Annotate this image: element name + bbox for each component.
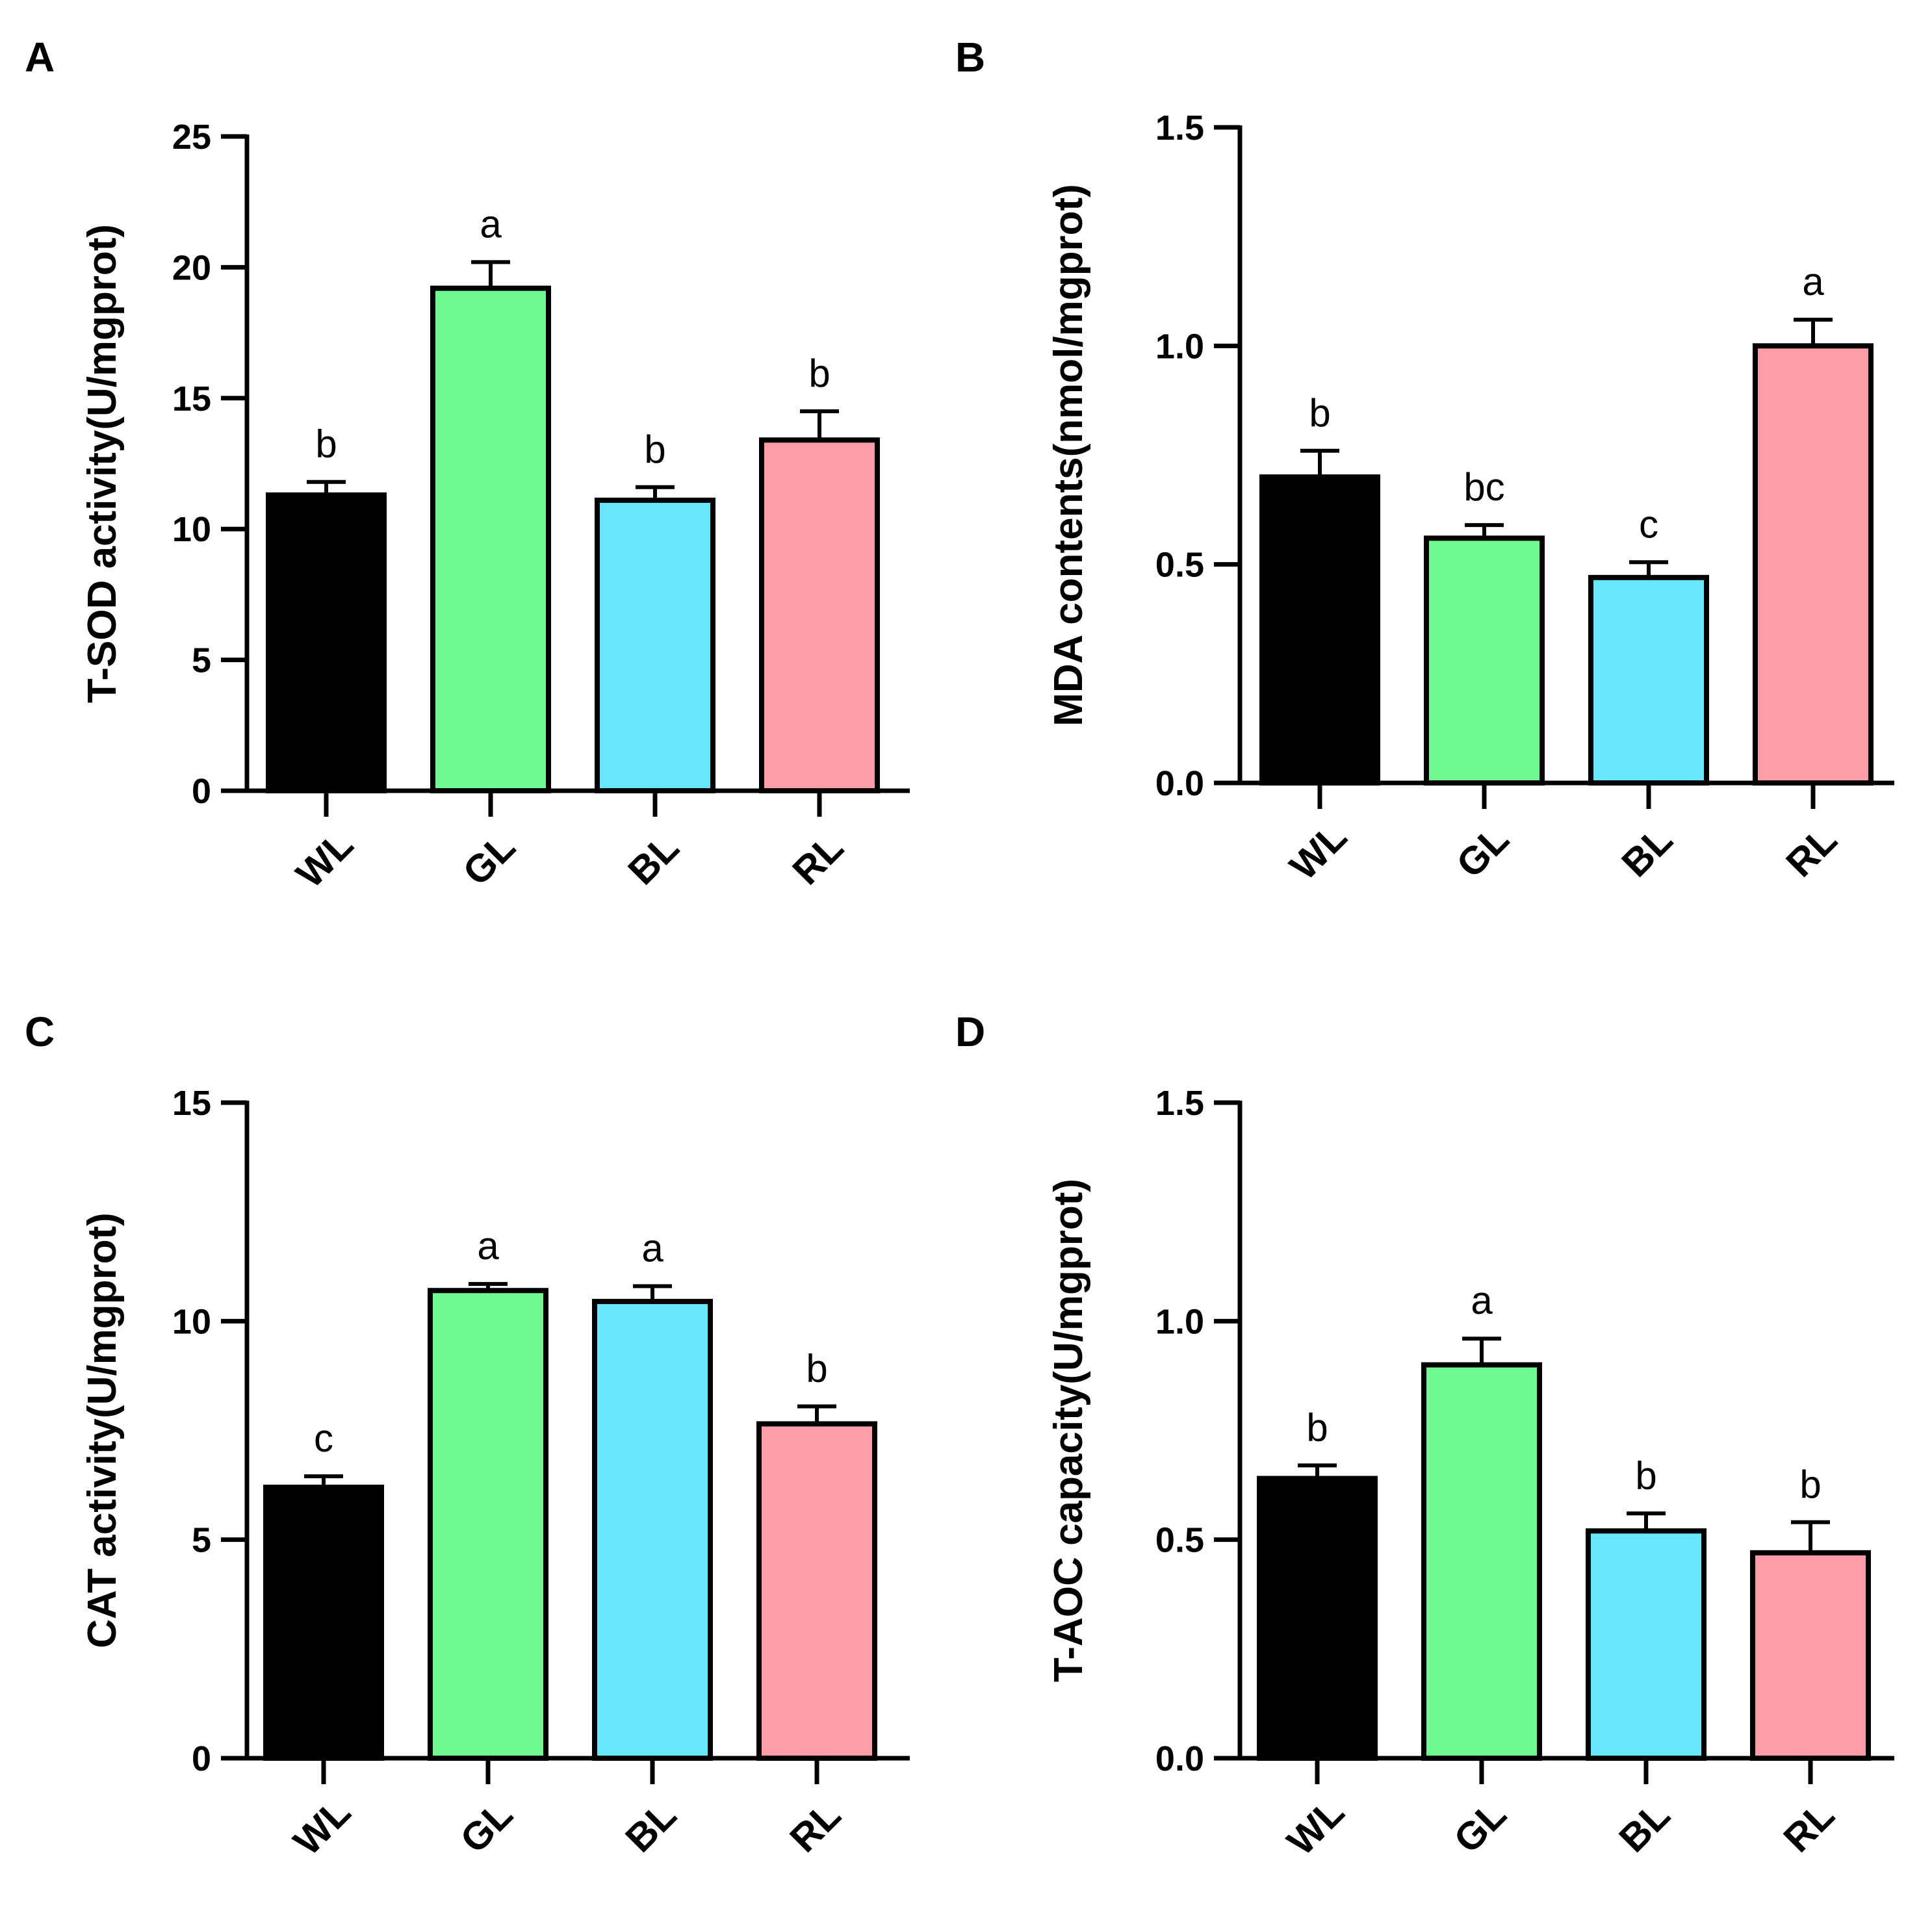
x-tick-label: GL xyxy=(454,825,523,893)
chart-panel-b: B 0.0 0.5 1.0 1.5 MDA contents(nmol/mgprot) WL… xyxy=(955,34,1894,888)
significance-label: a xyxy=(480,202,502,246)
x-tick-label: WL xyxy=(1279,1790,1352,1863)
y-tick-label: 15 xyxy=(172,1084,211,1123)
y-axis-label: CAT activity(U/mgprot) xyxy=(80,1212,125,1648)
panel-letter: A xyxy=(25,34,55,81)
y-tick-label: 0.5 xyxy=(1155,546,1204,585)
y-tick-label: 1.5 xyxy=(1155,109,1204,147)
significance-label: c xyxy=(314,1416,333,1460)
significance-label: a xyxy=(1471,1279,1493,1322)
significance-label: b xyxy=(808,352,830,395)
significance-label: b xyxy=(315,422,337,466)
chart-panel-c: C 0 5 10 15 CAT activity(U/mgprot) WL c GL a BL a RL… xyxy=(25,1008,910,1863)
bar-bl xyxy=(1586,1528,1707,1761)
significance-label: b xyxy=(1635,1453,1656,1497)
significance-label: b xyxy=(806,1347,827,1390)
panel-letter: D xyxy=(955,1008,985,1055)
x-tick-label: GL xyxy=(452,1792,521,1861)
y-axis-label: T-SOD activity(U/mgprot) xyxy=(80,224,125,703)
significance-label: b xyxy=(1306,1405,1328,1449)
y-tick-label: 1.5 xyxy=(1155,1084,1204,1123)
y-tick-label: 5 xyxy=(192,1521,211,1560)
x-tick-label: BL xyxy=(617,1793,685,1861)
y-tick-label: 10 xyxy=(172,510,211,549)
y-tick-label: 25 xyxy=(172,118,211,157)
panel-letter: C xyxy=(25,1008,55,1055)
bar-gl xyxy=(430,285,551,793)
y-tick-label: 1.0 xyxy=(1155,327,1204,366)
y-axis-label: T-AOC capacity(U/mgprot) xyxy=(1046,1179,1091,1682)
y-axis-label: MDA contents(nmol/mgprot) xyxy=(1046,184,1091,726)
y-tick-label: 1.0 xyxy=(1155,1302,1204,1341)
x-tick-label: GL xyxy=(1448,817,1517,886)
bar-rl xyxy=(759,437,880,793)
y-tick-label: 0.0 xyxy=(1155,764,1204,803)
x-tick-label: BL xyxy=(1611,1793,1679,1861)
panel-letter: B xyxy=(955,34,985,81)
significance-label: a xyxy=(1802,260,1824,303)
significance-label: b xyxy=(1799,1463,1821,1506)
x-tick-label: GL xyxy=(1445,1792,1514,1861)
y-tick-label: 5 xyxy=(192,641,211,680)
significance-label: b xyxy=(644,428,665,471)
chart-panel-d: D 0.0 0.5 1.0 1.5 T-AOC capacity(U/mgprot) WL b… xyxy=(955,1008,1894,1863)
y-tick-label: 10 xyxy=(172,1302,211,1341)
y-tick-label: 0 xyxy=(192,772,211,811)
x-tick-label: RL xyxy=(784,826,852,893)
x-tick-label: WL xyxy=(1282,815,1355,888)
significance-label: a xyxy=(641,1227,663,1270)
significance-label: b xyxy=(1309,391,1330,435)
significance-label: c xyxy=(1639,502,1658,546)
bar-gl xyxy=(428,1288,548,1761)
bar-bl xyxy=(1588,574,1709,786)
significance-label: bc xyxy=(1463,465,1504,509)
y-tick-label: 0.0 xyxy=(1155,1739,1204,1778)
y-tick-label: 0.5 xyxy=(1155,1521,1204,1560)
chart-panel-a: A 0 5 10 15 20 25 T-SOD activity(U/mgprot) WL b GL… xyxy=(25,34,910,896)
bar-gl xyxy=(1424,535,1545,786)
x-tick-label: RL xyxy=(1778,818,1846,886)
x-tick-label: WL xyxy=(285,1790,359,1863)
bar-rl xyxy=(1753,343,1874,786)
y-tick-label: 20 xyxy=(172,248,211,287)
bar-wl xyxy=(1257,1476,1378,1761)
bar-gl xyxy=(1421,1362,1542,1761)
x-tick-label: RL xyxy=(782,1793,849,1861)
bar-rl xyxy=(1750,1550,1871,1761)
bar-wl xyxy=(263,1484,384,1761)
bar-bl xyxy=(592,1299,713,1761)
x-tick-label: WL xyxy=(288,823,361,896)
bar-wl xyxy=(266,492,387,793)
bar-wl xyxy=(1259,474,1380,786)
significance-label: a xyxy=(477,1224,499,1268)
x-tick-label: BL xyxy=(1614,818,1681,886)
y-tick-label: 0 xyxy=(192,1739,211,1778)
y-tick-label: 15 xyxy=(172,379,211,418)
bar-rl xyxy=(756,1421,877,1761)
x-tick-label: BL xyxy=(620,826,688,893)
bar-bl xyxy=(595,497,715,794)
x-tick-label: RL xyxy=(1775,1793,1843,1861)
